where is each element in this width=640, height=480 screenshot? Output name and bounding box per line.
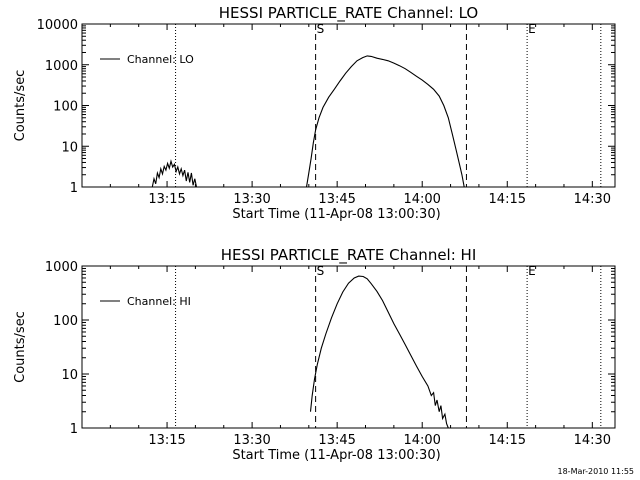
timestamp-label: 18-Mar-2010 11:55 [557, 467, 635, 476]
marker-label: E [528, 264, 536, 278]
x-tick-label: 13:45 [318, 433, 355, 448]
y-axis-title: Counts/sec [13, 311, 28, 383]
y-tick-label: 100 [53, 100, 78, 115]
x-tick-label: 13:15 [148, 192, 185, 207]
x-tick-label: 14:00 [403, 433, 440, 448]
plot-frame [81, 265, 616, 429]
y-tick-label: 1 [70, 422, 78, 437]
x-tick-label: 14:15 [489, 192, 526, 207]
x-axis-title: Start Time (11-Apr-08 13:00:30) [232, 207, 440, 222]
x-axis-title: Start Time (11-Apr-08 13:00:30) [232, 448, 440, 463]
y-tick-label: 10 [61, 368, 78, 383]
chart-title: HESSI PARTICLE_RATE Channel: HI [221, 246, 477, 265]
y-tick-label: 100 [53, 314, 78, 329]
y-axis-title: Counts/sec [13, 70, 28, 142]
series-line [309, 275, 449, 429]
legend-label: Channel: LO [127, 53, 194, 66]
x-tick-label: 13:45 [318, 192, 355, 207]
y-tick-label: 10000 [37, 18, 78, 33]
y-tick-label: 10 [61, 140, 78, 155]
chart-title: HESSI PARTICLE_RATE Channel: LO [219, 4, 478, 23]
marker-label: S [317, 264, 325, 278]
x-tick-label: 14:00 [403, 192, 440, 207]
y-tick-label: 1000 [45, 260, 78, 275]
x-tick-label: 13:30 [233, 433, 270, 448]
marker-label: S [317, 22, 325, 36]
y-tick-label: 1000 [45, 59, 78, 74]
x-tick-label: 13:30 [233, 192, 270, 207]
x-tick-label: 14:30 [574, 433, 611, 448]
x-tick-label: 14:15 [489, 433, 526, 448]
series-line [151, 159, 198, 188]
plot-frame [81, 23, 616, 188]
y-tick-label: 1 [70, 181, 78, 196]
legend-label: Channel: HI [127, 295, 191, 308]
series-line [305, 55, 465, 188]
panel-lo: HESSI PARTICLE_RATE Channel: LO 13:15 13:3… [13, 4, 616, 222]
x-tick-label: 13:15 [148, 433, 185, 448]
panel-hi: HESSI PARTICLE_RATE Channel: HI 13:15 13:3… [13, 246, 616, 463]
marker-label: E [528, 22, 536, 36]
x-tick-label: 14:30 [574, 192, 611, 207]
